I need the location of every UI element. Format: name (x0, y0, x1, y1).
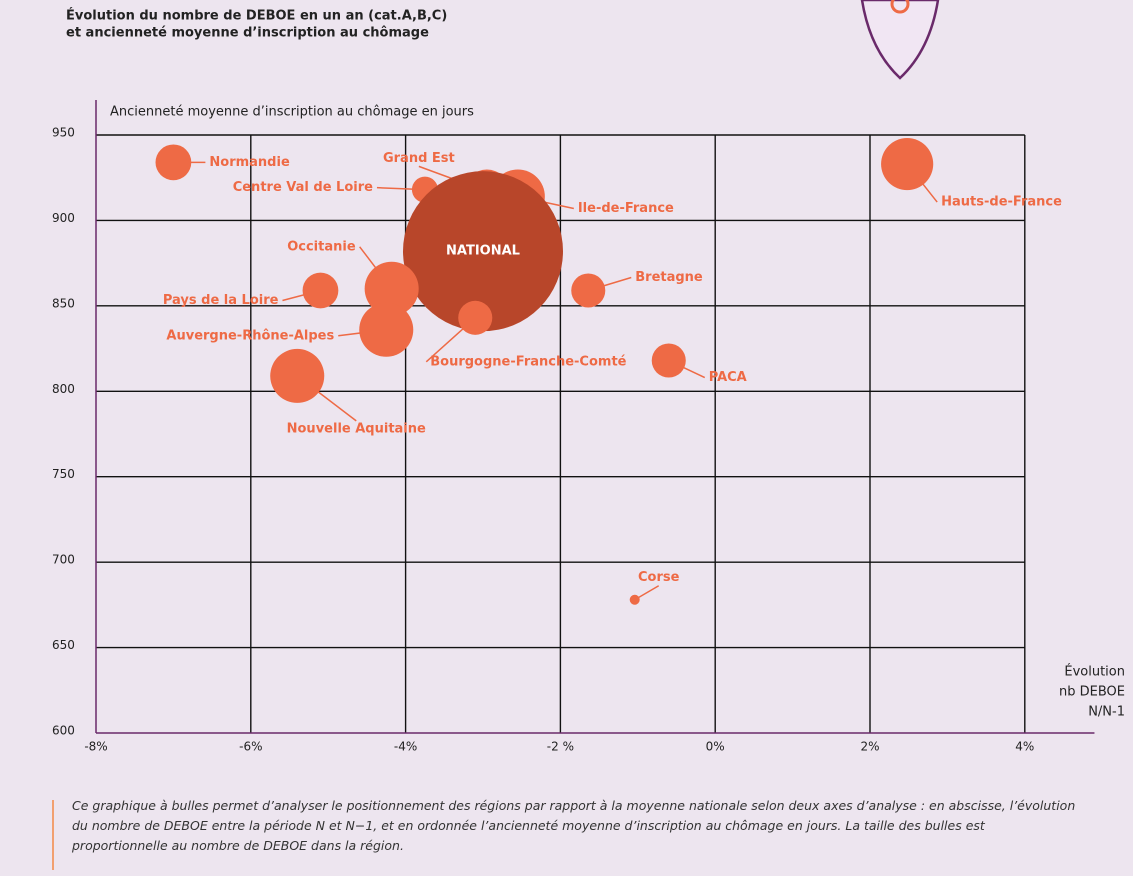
y-tick-label: 950 (52, 126, 75, 140)
bubble (155, 144, 192, 181)
y-tick-label: 800 (52, 382, 75, 396)
bubble (651, 343, 686, 378)
bubble (359, 302, 414, 357)
bubble (629, 594, 640, 605)
bubble (571, 273, 606, 308)
chart: Évolution du nombre de DEBOE en un an (c… (52, 0, 1125, 754)
bubble (881, 137, 934, 191)
bubble-label: Centre Val de Loire (233, 180, 373, 195)
bubble-label: NATIONAL (446, 244, 520, 259)
bubble-label: Pays de la Loire (163, 293, 279, 308)
bubble-label: Corse (638, 570, 680, 585)
bubble-label: Hauts-de-France (941, 195, 1062, 210)
chart-title: et ancienneté moyenne d’inscription au c… (66, 26, 429, 41)
y-tick-label: 750 (52, 467, 75, 481)
x-tick-label: 2% (860, 740, 879, 754)
y-tick-label: 650 (52, 638, 75, 652)
bubble-label: Ile-de-France (578, 201, 674, 216)
x-axis-label: N/N-1 (1088, 705, 1125, 720)
bubble-label: Normandie (209, 155, 290, 170)
caption: Ce graphique à bulles permet d’analyser … (72, 798, 1076, 853)
bubble (302, 272, 339, 309)
bubble-label: Nouvelle Aquitaine (287, 421, 426, 436)
bubble-label: Bretagne (635, 270, 703, 285)
x-tick-label: -4% (394, 740, 417, 754)
x-tick-label: -8% (84, 740, 107, 754)
y-tick-label: 850 (52, 296, 75, 310)
logo (860, 0, 940, 80)
x-tick-label: 0% (706, 740, 725, 754)
bubble (458, 300, 493, 335)
x-tick-label: 4% (1015, 740, 1034, 754)
y-tick-label: 600 (52, 724, 75, 738)
x-axis-label: nb DEBOE (1059, 685, 1125, 700)
bubble-label: PACA (709, 370, 747, 385)
bubble-label: Occitanie (287, 239, 356, 254)
y-tick-label: 700 (52, 553, 75, 567)
bubble-label: Auvergne-Rhône-Alpes (166, 328, 334, 343)
bubble-label: Bourgogne-Franche-Comté (430, 354, 626, 369)
x-tick-label: -6% (239, 740, 262, 754)
y-tick-label: 900 (52, 211, 75, 225)
bubble-label: Grand Est (383, 151, 455, 166)
x-axis-label: Évolution (1064, 664, 1125, 680)
x-tick-label: -2 % (547, 740, 574, 754)
chart-title: Évolution du nombre de DEBOE en un an (c… (66, 8, 447, 24)
bubble (270, 348, 325, 403)
bubble (364, 261, 419, 316)
bubble (403, 171, 563, 332)
caption-bar (52, 800, 54, 870)
y-axis-label: Ancienneté moyenne d’inscription au chôm… (110, 105, 474, 120)
